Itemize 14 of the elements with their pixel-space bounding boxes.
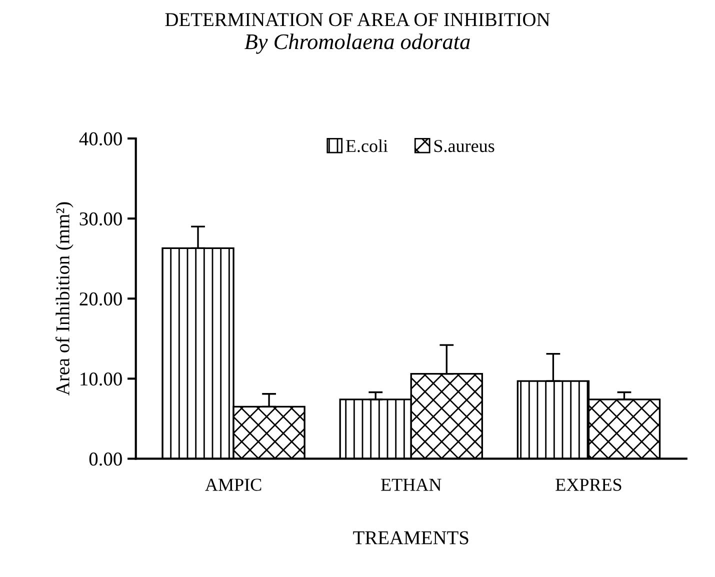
x-tick-label: ETHAN xyxy=(381,478,442,491)
legend-label: E.coli xyxy=(346,139,388,152)
y-tick-label: 10.00 xyxy=(80,372,122,386)
y-axis-title: Area of Inhibition (mm²) xyxy=(56,202,74,396)
chart-subtitle: By Chromolaena odorata xyxy=(244,34,470,54)
y-tick-label: 40.00 xyxy=(79,132,122,146)
y-tick-label: 20.00 xyxy=(80,292,122,306)
y-tick-label: 30.00 xyxy=(80,212,122,226)
chart-title: DETERMINATION OF AREA OF INHIBITION xyxy=(165,13,550,26)
x-tick-label: AMPIC xyxy=(205,478,262,491)
y-tick-label: 0.00 xyxy=(89,452,122,466)
x-axis-title: TREAMENTS xyxy=(353,531,468,544)
x-tick-label: EXPRES xyxy=(556,478,622,491)
legend-label: S.aureus xyxy=(434,140,494,152)
